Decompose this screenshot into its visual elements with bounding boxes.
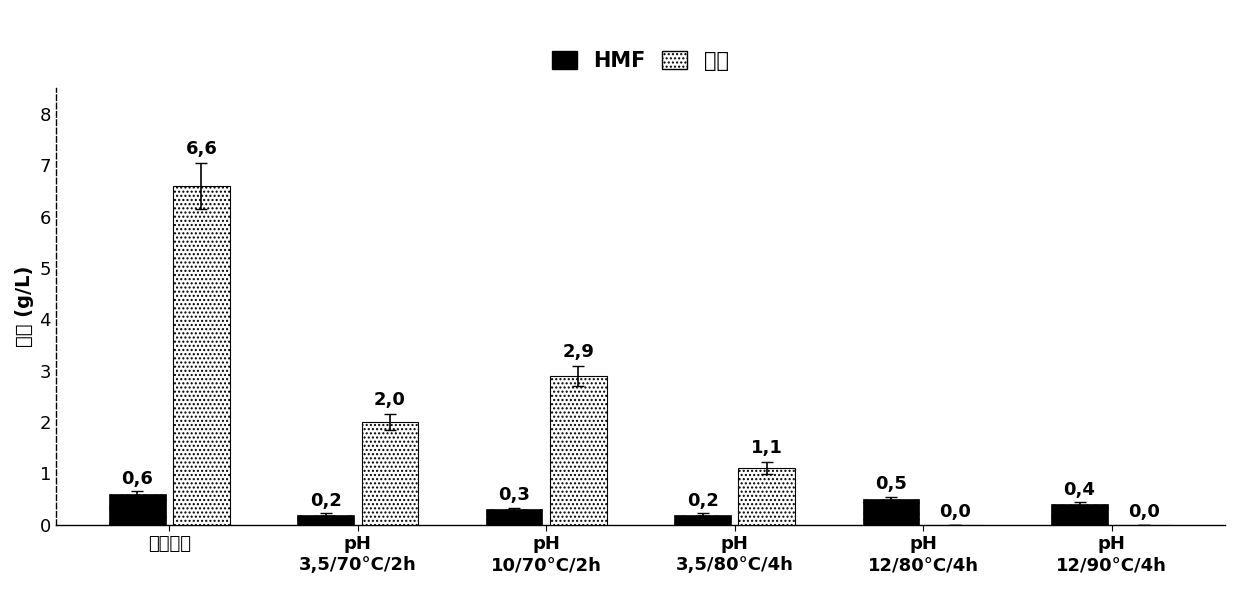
Bar bbox=[298, 515, 355, 525]
Text: 0,0: 0,0 bbox=[1127, 502, 1159, 521]
Text: 0,3: 0,3 bbox=[498, 487, 531, 504]
Bar bbox=[551, 376, 606, 525]
Bar bbox=[362, 422, 418, 525]
Text: 0,2: 0,2 bbox=[687, 492, 719, 510]
Bar bbox=[174, 186, 229, 525]
Bar bbox=[739, 468, 795, 525]
Bar bbox=[675, 515, 730, 525]
Text: 2,9: 2,9 bbox=[562, 343, 594, 360]
Text: 1,1: 1,1 bbox=[750, 439, 782, 457]
Text: 0,4: 0,4 bbox=[1064, 481, 1095, 499]
Text: 0,5: 0,5 bbox=[875, 475, 906, 494]
Legend: HMF, 糾醒: HMF, 糾醒 bbox=[548, 47, 733, 75]
Bar bbox=[486, 509, 542, 525]
Bar bbox=[109, 494, 166, 525]
Text: 0,0: 0,0 bbox=[939, 502, 971, 521]
Bar bbox=[1052, 504, 1107, 525]
Y-axis label: 浓度 (g/L): 浓度 (g/L) bbox=[15, 266, 33, 348]
Text: 0,2: 0,2 bbox=[310, 492, 342, 510]
Text: 0,6: 0,6 bbox=[122, 470, 154, 488]
Text: 2,0: 2,0 bbox=[374, 391, 405, 409]
Bar bbox=[863, 499, 919, 525]
Text: 6,6: 6,6 bbox=[186, 140, 217, 158]
